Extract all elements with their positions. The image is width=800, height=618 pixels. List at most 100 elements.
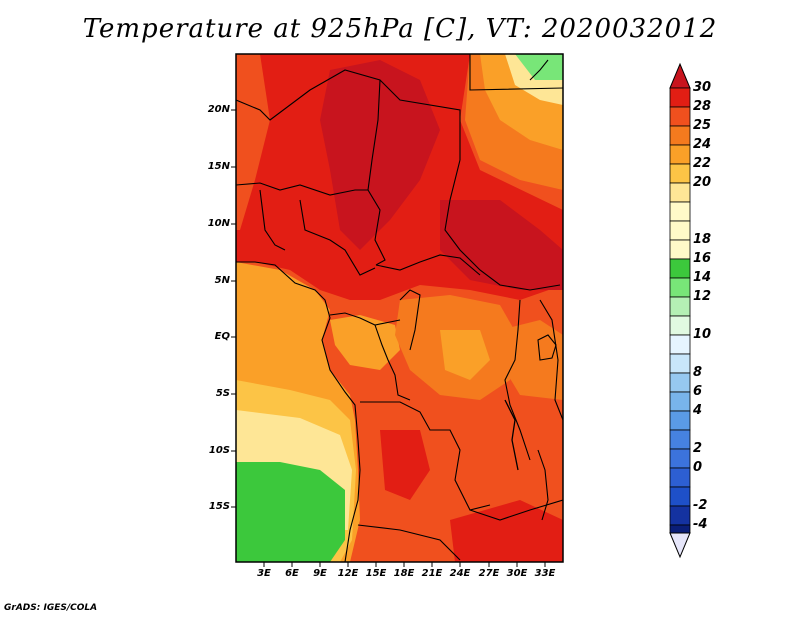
border-congo bbox=[374, 324, 411, 401]
border-sahel bbox=[236, 69, 461, 160]
colorbar-bin-16-18 bbox=[669, 201, 691, 222]
colorbar-bin-0-2 bbox=[669, 448, 691, 469]
lake-victoria bbox=[537, 334, 557, 361]
colorbar-label: 12 bbox=[693, 289, 712, 304]
colorbar-bin-deep-blue bbox=[669, 467, 691, 488]
lon-label: 6E bbox=[285, 568, 299, 579]
lon-label: 21E bbox=[421, 568, 443, 579]
colorbar-bin-6-8 bbox=[669, 353, 691, 374]
colorbar-bin-4-6 bbox=[669, 372, 691, 393]
footer-credit: GrADS: IGES/COLA bbox=[4, 603, 98, 613]
colorbar-bin-m2-0 bbox=[669, 486, 691, 507]
colorbar-label: 24 bbox=[693, 137, 712, 152]
colorbar-label: 22 bbox=[693, 156, 712, 171]
coast-red-sea bbox=[529, 59, 549, 81]
colorbar-label: 20 bbox=[693, 175, 712, 190]
colorbar-bin-navy bbox=[669, 524, 691, 534]
temperature-field bbox=[236, 54, 563, 562]
colorbar-bin-24-25 bbox=[669, 125, 691, 146]
lon-label: 27E bbox=[478, 568, 500, 579]
colorbar-label: -2 bbox=[693, 498, 708, 513]
lake-tanganyika bbox=[504, 399, 519, 471]
colorbar-bin-light-blue bbox=[669, 334, 691, 355]
field-south-28-30 bbox=[380, 430, 430, 500]
border-sudan bbox=[444, 159, 561, 291]
colorbar-bottom-arrow bbox=[669, 532, 691, 559]
border-car bbox=[375, 254, 481, 276]
field-central-22-24 bbox=[440, 330, 490, 380]
colorbar-label: 10 bbox=[693, 327, 712, 342]
lake-malawi bbox=[537, 449, 549, 521]
lon-label: 24E bbox=[449, 568, 471, 579]
colorbar-label: 0 bbox=[693, 460, 703, 475]
colorbar-bin-22-24 bbox=[669, 144, 691, 165]
colorbar-bin-18-20 bbox=[669, 182, 691, 203]
border-benin bbox=[259, 189, 286, 251]
lat-label: 10S bbox=[208, 445, 230, 456]
lat-label: 10N bbox=[207, 218, 230, 229]
map-title: Temperature at 925hPa [C], VT: 202003201… bbox=[82, 14, 718, 44]
border-egypt bbox=[469, 54, 563, 91]
colorbar-bin-blue bbox=[669, 429, 691, 450]
border-rift bbox=[504, 299, 531, 461]
border-east bbox=[539, 299, 563, 421]
colorbar-label: 30 bbox=[693, 80, 712, 95]
colorbar-bin-8-10 bbox=[669, 315, 691, 336]
field-se-28-30 bbox=[450, 500, 563, 562]
border-drc-north bbox=[399, 289, 421, 351]
colorbar-bin-10-12 bbox=[669, 296, 691, 317]
colorbar-label: 18 bbox=[693, 232, 712, 247]
border-namibia bbox=[357, 524, 461, 561]
country-borders bbox=[236, 54, 563, 562]
colorbar-bin-12-14 bbox=[669, 277, 691, 298]
colorbar-bin-m4-m2 bbox=[669, 505, 691, 526]
colorbar-bin-28-30 bbox=[669, 87, 691, 108]
field-gt30-north bbox=[320, 60, 440, 250]
lon-ticks bbox=[263, 562, 546, 567]
colorbar-bin-pale bbox=[669, 220, 691, 241]
colorbar-label: 4 bbox=[693, 403, 703, 418]
coastline bbox=[236, 261, 361, 562]
colorbar-bin-18 bbox=[669, 239, 691, 260]
lat-label: 15S bbox=[208, 501, 230, 512]
border-angola bbox=[360, 401, 491, 511]
lat-label: 5N bbox=[214, 275, 230, 286]
lat-label: 20N bbox=[207, 104, 230, 115]
colorbar-label: 14 bbox=[693, 270, 712, 285]
field-ocean-14-16 bbox=[236, 462, 345, 562]
lon-label: 30E bbox=[506, 568, 528, 579]
colorbar-top-arrow bbox=[669, 62, 691, 89]
colorbar-label: -4 bbox=[693, 517, 708, 532]
colorbar-bin-14-16 bbox=[669, 258, 691, 279]
border-nigeria-north bbox=[236, 182, 368, 196]
lon-label: 18E bbox=[393, 568, 415, 579]
lat-label: EQ bbox=[214, 331, 230, 342]
colorbar-bin-20-22 bbox=[669, 163, 691, 184]
colorbar-bin-mid-blue bbox=[669, 391, 691, 412]
map-frame bbox=[235, 53, 564, 563]
colorbar-label: 2 bbox=[693, 441, 703, 456]
lon-label: 15E bbox=[365, 568, 387, 579]
border-gabon bbox=[329, 312, 401, 326]
lat-ticks bbox=[231, 109, 236, 508]
colorbar bbox=[669, 62, 691, 559]
border-chad-west bbox=[367, 79, 386, 266]
field-nw-25-28 bbox=[236, 54, 270, 230]
colorbar-label: 16 bbox=[693, 251, 712, 266]
field-lakes-24-25 bbox=[500, 320, 563, 400]
lon-label: 9E bbox=[313, 568, 327, 579]
colorbar-bin-2-4 bbox=[669, 410, 691, 431]
field-congo-22-24 bbox=[330, 315, 400, 370]
lat-label: 15N bbox=[207, 161, 230, 172]
border-cameroon bbox=[299, 199, 376, 276]
colorbar-bin-25-28 bbox=[669, 106, 691, 127]
lon-label: 3E bbox=[257, 568, 271, 579]
colorbar-label: 8 bbox=[693, 365, 703, 380]
lat-label: 5S bbox=[215, 388, 230, 399]
lon-label: 33E bbox=[534, 568, 556, 579]
lon-label: 12E bbox=[337, 568, 359, 579]
colorbar-label: 25 bbox=[693, 118, 712, 133]
field-ne-12-14 bbox=[515, 54, 563, 80]
colorbar-label: 6 bbox=[693, 384, 703, 399]
